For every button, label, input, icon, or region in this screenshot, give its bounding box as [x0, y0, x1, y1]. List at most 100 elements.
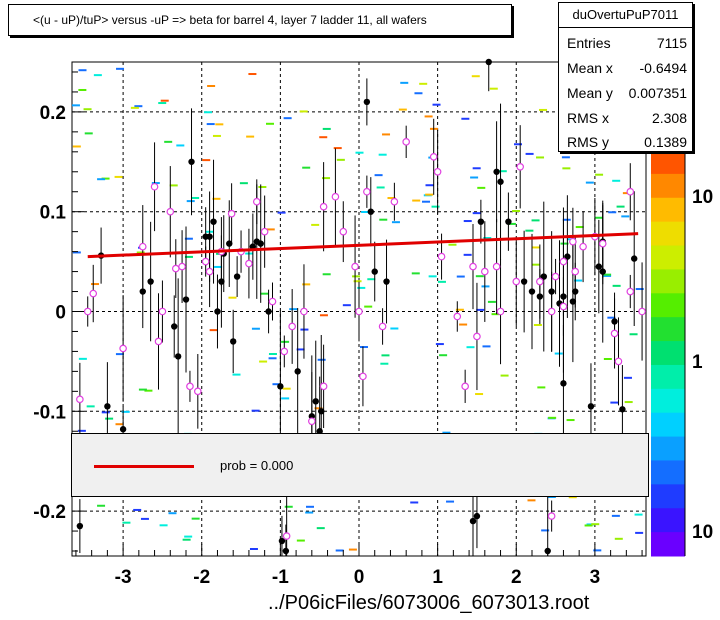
data-point-black	[473, 512, 481, 520]
data-point-magenta	[150, 182, 159, 191]
data-point-magenta	[300, 307, 308, 316]
stats-entries: Entries 7115	[567, 31, 687, 56]
data-point-black	[497, 178, 504, 185]
data-point-black	[619, 406, 626, 413]
data-point-black	[229, 338, 237, 345]
data-point-black	[631, 255, 638, 262]
data-point-magenta	[201, 257, 210, 266]
stats-rms-x: RMS x 2.308	[567, 106, 687, 131]
data-point-black	[210, 218, 217, 225]
data-point-black	[485, 58, 492, 66]
data-point-magenta	[194, 387, 202, 396]
stats-rms-y-value: 0.1389	[644, 134, 687, 150]
data-point-black	[294, 368, 301, 375]
stats-rms-x-value: 2.308	[651, 110, 687, 126]
data-point-magenta	[331, 192, 340, 201]
data-point-black	[119, 426, 127, 433]
palette-cell	[651, 150, 685, 175]
data-point-black	[174, 353, 182, 360]
stats-rms-y-label: RMS y	[567, 134, 609, 150]
data-point-black	[599, 268, 606, 275]
palette-cell	[651, 412, 685, 438]
stats-rms-y: RMS y 0.1389	[567, 130, 687, 155]
data-point-magenta	[626, 187, 635, 196]
data-point-black	[587, 403, 595, 410]
y-tick-label: 0	[55, 302, 66, 323]
x-axis-title: ../P06icFiles/6073006_6073013.root	[268, 592, 590, 614]
data-point-magenta	[154, 337, 163, 346]
palette-cell	[651, 532, 685, 557]
legend-fit-line-swatch	[94, 465, 194, 468]
data-point-magenta	[473, 332, 481, 341]
palette-cell	[651, 508, 685, 533]
data-point-black	[214, 308, 221, 315]
data-point-magenta	[461, 382, 469, 391]
data-point-magenta	[569, 237, 577, 246]
data-point-magenta	[319, 382, 328, 391]
y-tick-label: -0.2	[33, 502, 66, 523]
data-point-magenta	[496, 307, 505, 316]
data-point-magenta	[268, 297, 277, 306]
data-point-magenta	[579, 242, 587, 251]
data-point-magenta	[178, 262, 186, 271]
data-point-black	[383, 278, 390, 285]
data-point-magenta	[402, 138, 410, 146]
palette-cell	[651, 221, 685, 247]
data-point-black	[218, 278, 225, 285]
palette-cell	[651, 269, 685, 294]
data-point-black	[469, 517, 477, 525]
data-point-magenta	[626, 287, 635, 296]
data-point-magenta	[638, 307, 646, 316]
data-point-magenta	[437, 252, 446, 261]
data-point-black	[371, 268, 378, 275]
data-point-magenta	[166, 207, 175, 216]
data-point-black	[139, 288, 146, 295]
z-tick-label: 10	[692, 522, 713, 543]
data-point-black	[611, 318, 618, 325]
palette-cell	[651, 245, 685, 270]
data-point-magenta	[260, 227, 269, 236]
data-point-black	[257, 240, 264, 247]
data-point-magenta	[610, 329, 619, 338]
data-point-magenta	[512, 277, 521, 286]
fit-line	[87, 232, 639, 259]
stats-box: duOvertuPuP7011 Entries 7115 Mean x -0.6…	[558, 2, 693, 152]
data-point-magenta	[227, 209, 236, 218]
x-tick-label: -3	[115, 567, 132, 588]
data-point-magenta	[119, 344, 127, 353]
data-point-black	[536, 293, 544, 300]
data-point-black	[76, 522, 84, 530]
palette-cell	[651, 460, 685, 485]
data-point-magenta	[351, 262, 359, 271]
data-point-magenta	[339, 227, 348, 236]
data-point-black	[226, 240, 233, 247]
data-point-black	[540, 273, 547, 280]
data-point-black	[233, 273, 241, 280]
data-point-black	[560, 380, 567, 387]
palette-cell	[651, 341, 685, 366]
palette-cell	[651, 364, 685, 390]
chart-title: <(u - uP)/tuP> versus -uP => beta for ba…	[33, 13, 427, 27]
data-point-black	[206, 233, 213, 240]
data-point-magenta	[158, 307, 167, 316]
data-point-black	[572, 288, 579, 295]
stats-mean-y-label: Mean y	[567, 85, 613, 101]
data-point-black	[312, 398, 319, 405]
legend-box: prob = 0.000	[71, 433, 649, 497]
data-point-black	[282, 547, 290, 555]
data-point-magenta	[429, 153, 438, 161]
data-point-magenta	[138, 242, 147, 251]
data-point-black	[528, 288, 536, 295]
data-point-black	[182, 296, 190, 303]
palette-cell	[651, 317, 685, 342]
data-point-magenta	[547, 307, 556, 316]
data-point-magenta	[390, 197, 399, 206]
data-point-black	[104, 403, 111, 410]
data-point-magenta	[559, 257, 568, 266]
data-point-magenta	[359, 372, 367, 381]
x-tick-label: -2	[193, 567, 210, 588]
data-point-magenta	[551, 272, 560, 281]
data-point-black	[477, 218, 485, 225]
data-point-magenta	[355, 307, 363, 316]
x-tick-label: 2	[511, 567, 522, 588]
